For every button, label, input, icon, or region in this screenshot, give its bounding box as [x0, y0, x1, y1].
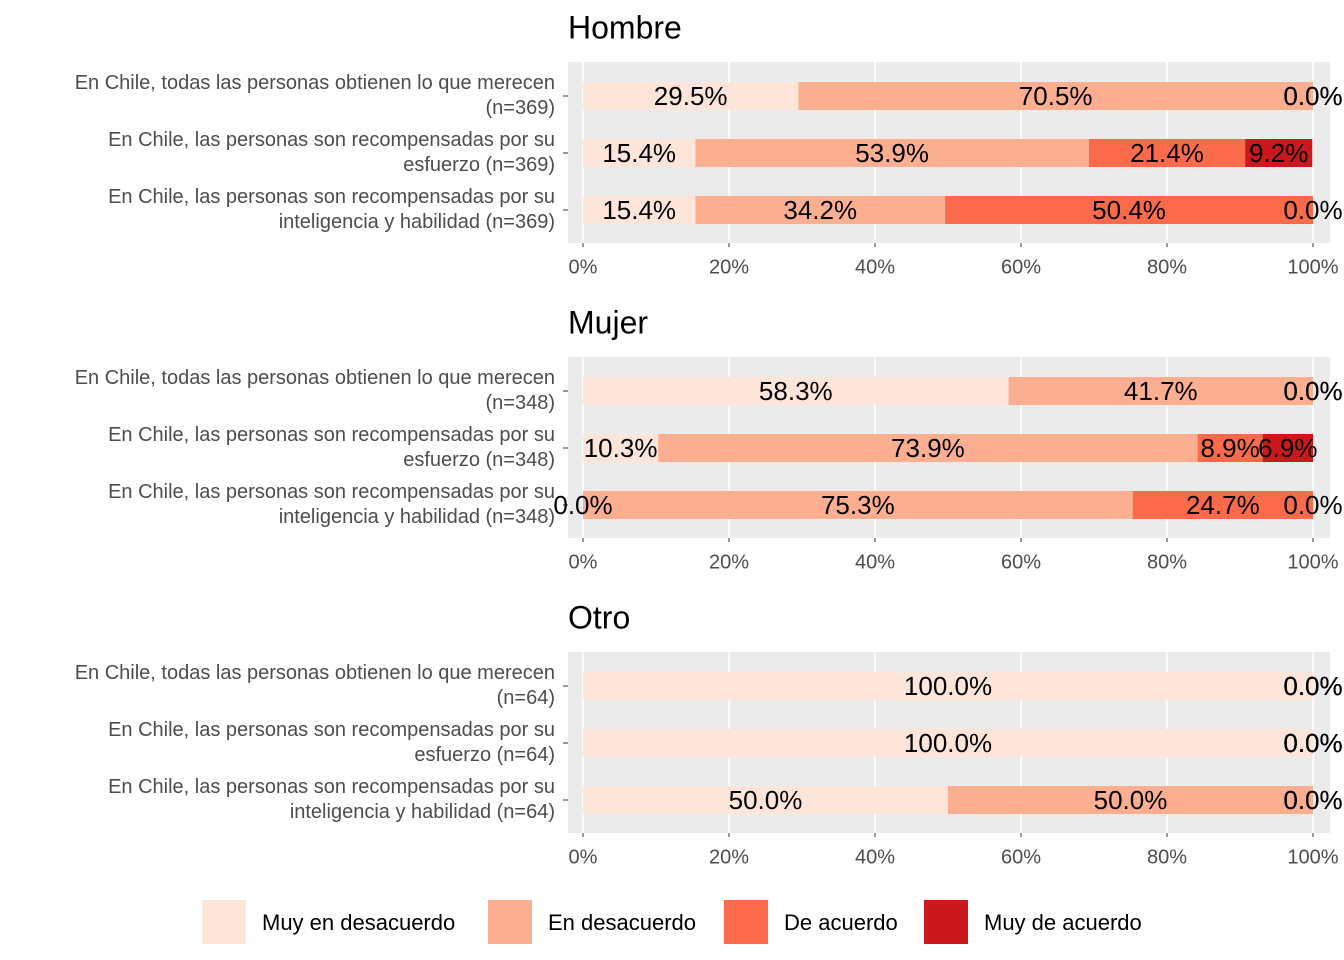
value-label: 29.5% [654, 81, 728, 111]
facet-title: Mujer [568, 304, 648, 340]
bar-segment [695, 196, 946, 224]
x-tick-label: 40% [855, 256, 895, 278]
value-label: 53.9% [855, 138, 929, 168]
x-tick-label: 100% [1287, 846, 1338, 868]
x-tick-label: 80% [1147, 551, 1187, 573]
bar-segment [798, 82, 1313, 110]
value-label: 10.3% [584, 433, 658, 463]
legend-label: En desacuerdo [548, 910, 696, 935]
x-tick-label: 60% [1001, 256, 1041, 278]
value-label: 8.9% [1201, 433, 1260, 463]
bar-segment [1262, 434, 1313, 462]
value-label: 0.0% [1283, 728, 1342, 758]
value-label: 0.0% [1283, 376, 1342, 406]
bar-segment [695, 139, 1089, 167]
value-label: 0.0% [1283, 671, 1342, 701]
value-label: 0.0% [1283, 671, 1342, 701]
value-label: 0.0% [1283, 728, 1342, 758]
x-tick-label: 20% [709, 551, 749, 573]
bar-segment [948, 786, 1313, 814]
value-label: 0.0% [1283, 728, 1342, 758]
value-label: 100.0% [904, 671, 992, 701]
value-label: 70.5% [1019, 81, 1093, 111]
bar-segment [583, 786, 948, 814]
value-label: 0.0% [1283, 671, 1342, 701]
bar-segment [583, 196, 696, 224]
x-tick-label: 80% [1147, 846, 1187, 868]
y-tick-label: En Chile, las personas son recompensadas… [108, 719, 555, 766]
legend-key [202, 900, 246, 944]
value-label: 0.0% [553, 490, 612, 520]
value-label: 9.2% [1249, 138, 1308, 168]
x-tick-label: 40% [855, 551, 895, 573]
value-label: 6.9% [1258, 433, 1317, 463]
value-label: 0.0% [1283, 376, 1342, 406]
bar-segment [583, 729, 1313, 757]
y-tick-label: En Chile, las personas son recompensadas… [108, 186, 555, 233]
bar-segment [583, 377, 1009, 405]
facet-title: Hombre [568, 9, 682, 45]
x-tick-label: 40% [855, 846, 895, 868]
value-label: 73.9% [891, 433, 965, 463]
bar-segment [583, 82, 799, 110]
bar-segment [1132, 491, 1313, 519]
legend-key [724, 900, 768, 944]
facet-title: Otro [568, 599, 630, 635]
value-label: 15.4% [602, 195, 676, 225]
value-label: 0.0% [1283, 490, 1342, 520]
value-label: 75.3% [821, 490, 895, 520]
value-label: 100.0% [904, 728, 992, 758]
x-tick-label: 80% [1147, 256, 1187, 278]
legend-label: Muy de acuerdo [984, 910, 1142, 935]
value-label: 0.0% [1283, 81, 1342, 111]
value-label: 15.4% [602, 138, 676, 168]
value-label: 34.2% [783, 195, 857, 225]
bar-segment [1088, 139, 1246, 167]
bar-segment [1008, 377, 1313, 405]
x-tick-label: 0% [569, 256, 598, 278]
value-label: 0.0% [1283, 81, 1342, 111]
value-label: 0.0% [1283, 195, 1342, 225]
bar-segment [583, 434, 659, 462]
x-tick-label: 100% [1287, 551, 1338, 573]
value-label: 21.4% [1130, 138, 1204, 168]
x-tick-label: 20% [709, 256, 749, 278]
bar-segment [1245, 139, 1313, 167]
x-tick-label: 60% [1001, 551, 1041, 573]
bar-segment [945, 196, 1313, 224]
bar-segment [658, 434, 1198, 462]
value-label: 50.0% [729, 785, 803, 815]
legend-label: De acuerdo [784, 910, 898, 935]
y-tick-label: En Chile, todas las personas obtienen lo… [74, 367, 555, 414]
x-tick-label: 60% [1001, 846, 1041, 868]
value-label: 50.4% [1092, 195, 1166, 225]
y-tick-label: En Chile, las personas son recompensadas… [108, 776, 555, 823]
x-tick-label: 0% [569, 846, 598, 868]
x-tick-label: 20% [709, 846, 749, 868]
bar-segment [1197, 434, 1263, 462]
y-tick-label: En Chile, las personas son recompensadas… [108, 481, 555, 528]
value-label: 41.7% [1124, 376, 1198, 406]
x-tick-label: 0% [569, 551, 598, 573]
y-tick-label: En Chile, todas las personas obtienen lo… [74, 72, 555, 119]
value-label: 0.0% [1283, 785, 1342, 815]
bar-segment [583, 491, 1133, 519]
value-label: 58.3% [759, 376, 833, 406]
legend-label: Muy en desacuerdo [262, 910, 455, 935]
y-tick-label: En Chile, las personas son recompensadas… [108, 424, 555, 471]
value-label: 0.0% [1283, 785, 1342, 815]
legend-key [924, 900, 968, 944]
x-tick-label: 100% [1287, 256, 1338, 278]
value-label: 24.7% [1186, 490, 1260, 520]
y-tick-label: En Chile, todas las personas obtienen lo… [74, 662, 555, 709]
bar-segment [583, 672, 1313, 700]
value-label: 50.0% [1094, 785, 1168, 815]
bar-segment [583, 139, 696, 167]
legend-key [488, 900, 532, 944]
y-tick-label: En Chile, las personas son recompensadas… [108, 129, 555, 176]
